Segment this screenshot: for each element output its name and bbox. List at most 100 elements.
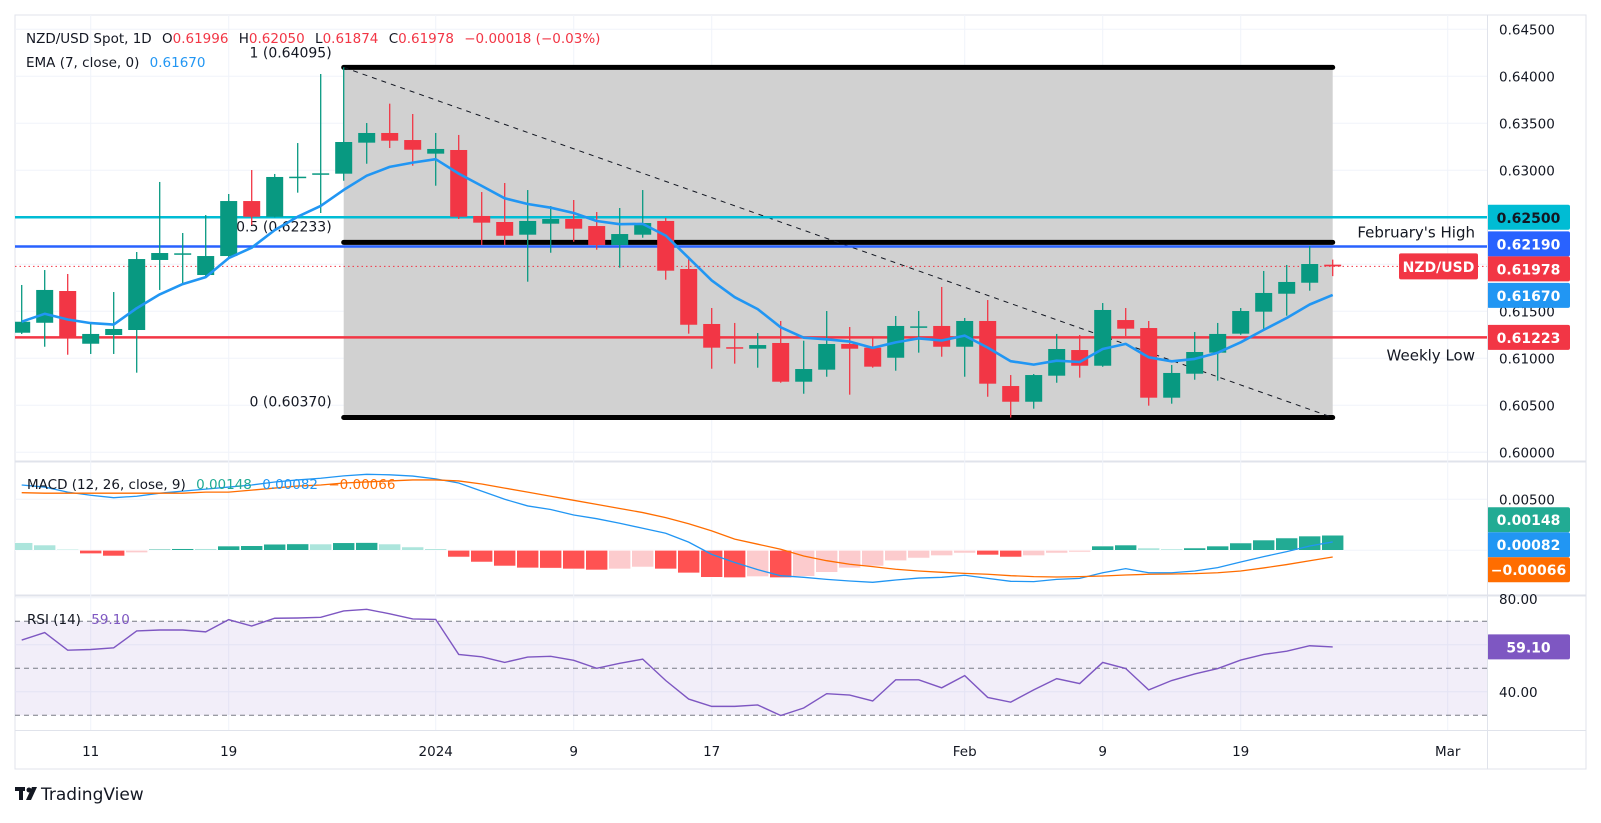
- macd-value-tag: 0.00148: [1487, 507, 1570, 533]
- price-tag: 0.62190: [1487, 231, 1570, 257]
- candle: [795, 340, 813, 394]
- macd-histogram-bar: [79, 549, 102, 554]
- macd-histogram-bar: [631, 549, 655, 568]
- macd-histogram-bar: [125, 549, 148, 553]
- price-tag-text: 0.62500: [1497, 211, 1561, 227]
- candle-body: [312, 173, 330, 175]
- main-plot: 1 (0.64095) 0.5 (0.62233) 0 (0.60370) Febru…: [15, 45, 1487, 421]
- candle-body: [473, 215, 491, 223]
- candle: [243, 170, 261, 226]
- axes: 11 19 2024 9 17 Feb 9 19 Mar 0.64500 0.64000 0.6350…: [82, 15, 1570, 769]
- tradingview-logo[interactable]: TradingView: [15, 785, 144, 805]
- candle: [542, 206, 560, 253]
- macd-hist-value: 0.00148: [196, 477, 252, 493]
- candle: [381, 103, 399, 149]
- price-axis-label: 0.61500: [1499, 304, 1555, 320]
- candle: [680, 256, 698, 334]
- ema-value: 0.61670: [150, 55, 206, 71]
- candle: [358, 123, 376, 164]
- ema-label: EMA (7, close, 0): [26, 55, 139, 71]
- low-label: L: [315, 31, 323, 47]
- macd-histogram-bar: [654, 549, 678, 570]
- candle: [1163, 364, 1181, 404]
- candle: [749, 333, 767, 368]
- candle: [220, 193, 238, 258]
- candle-body: [1048, 348, 1066, 376]
- macd-histogram-bar: [33, 544, 57, 551]
- macd-axis-label: 0.00500: [1499, 492, 1555, 508]
- ema-line: [21, 157, 1334, 366]
- macd-legend[interactable]: MACD (12, 26, close, 9) 0.00148 0.00082 …: [27, 477, 395, 493]
- macd-signal-line: [21, 479, 1333, 578]
- symbol-tag-text: NZD/USD: [1403, 260, 1475, 276]
- time-axis-label: 9: [1098, 744, 1107, 760]
- macd-histogram-bar: [769, 549, 793, 578]
- macd-histogram-bar: [1229, 542, 1252, 551]
- macd-histogram-bar: [516, 549, 540, 569]
- macd-histogram-bar: [1114, 544, 1137, 551]
- macd-histogram-bar: [447, 549, 471, 558]
- macd-histogram-bar: [355, 542, 379, 551]
- macd-plot: [15, 473, 1344, 583]
- macd-histogram-bar: [493, 549, 517, 567]
- macd-line: [21, 473, 1333, 583]
- price-axis-label: 0.60500: [1499, 398, 1555, 414]
- candle-body: [289, 176, 307, 179]
- price-axis-label: 0.64000: [1499, 69, 1555, 85]
- candle: [450, 134, 468, 219]
- candle: [956, 317, 974, 377]
- level-label: Weekly Low: [1387, 346, 1475, 364]
- macd-histogram-bar: [1022, 549, 1046, 556]
- price-axis-label: 0.63500: [1499, 116, 1555, 132]
- candle-body: [1117, 320, 1135, 329]
- candle-body: [1140, 328, 1158, 398]
- tradingview-logo-text: TradingView: [40, 785, 144, 805]
- price-axis-label: 0.63000: [1499, 163, 1555, 179]
- candle-body: [611, 234, 629, 246]
- rsi-legend[interactable]: RSI (14) 59.10: [27, 612, 130, 628]
- candle-body: [841, 344, 859, 349]
- time-axis-label: 19: [1232, 744, 1249, 760]
- time-axis-label: 19: [220, 744, 237, 760]
- candle-body: [358, 132, 376, 143]
- macd-line-value: 0.00082: [262, 477, 318, 493]
- time-axis-label: 2024: [419, 744, 453, 760]
- symbol-title[interactable]: NZD/USD Spot, 1D: [26, 31, 152, 47]
- candle: [1255, 270, 1273, 330]
- candle-body: [680, 269, 698, 325]
- macd-histogram-bar: [286, 543, 310, 551]
- rsi-value-tag: 59.10: [1487, 634, 1570, 660]
- candle: [1301, 245, 1319, 291]
- candle: [1117, 308, 1135, 337]
- macd-histogram-bar: [148, 548, 171, 551]
- candle-body: [726, 347, 744, 349]
- rsi-axis-label: 80.00: [1499, 592, 1538, 608]
- price-axis-label: 0.64500: [1499, 22, 1555, 38]
- fib-trend-line[interactable]: [343, 66, 1333, 418]
- candle-body: [36, 289, 54, 323]
- ema-legend[interactable]: EMA (7, close, 0) 0.61670: [26, 55, 205, 71]
- candle: [473, 192, 491, 246]
- rsi-value-tag-text: 59.10: [1506, 640, 1551, 656]
- candle-body: [197, 256, 215, 276]
- fib-level-0.5-label: 0.5 (0.62233): [236, 219, 332, 235]
- candle: [1048, 333, 1066, 383]
- price-tag-background: [1487, 282, 1570, 308]
- macd-histogram-bar: [1045, 549, 1068, 554]
- candle: [818, 311, 836, 377]
- candle-body: [542, 218, 560, 224]
- macd-histogram-bar: [677, 549, 701, 574]
- candle: [841, 326, 859, 395]
- macd-histogram-bar: [1137, 547, 1160, 551]
- macd-histogram-bar: [953, 549, 977, 554]
- candle: [726, 322, 744, 364]
- candle: [1094, 303, 1112, 367]
- candle-body: [1301, 264, 1319, 283]
- candle: [174, 232, 192, 284]
- candle: [197, 215, 215, 279]
- close-value: 0.61978: [398, 31, 454, 47]
- candle: [657, 217, 675, 280]
- macd-histogram-bar: [217, 545, 240, 551]
- macd-histogram-bar: [1275, 537, 1298, 551]
